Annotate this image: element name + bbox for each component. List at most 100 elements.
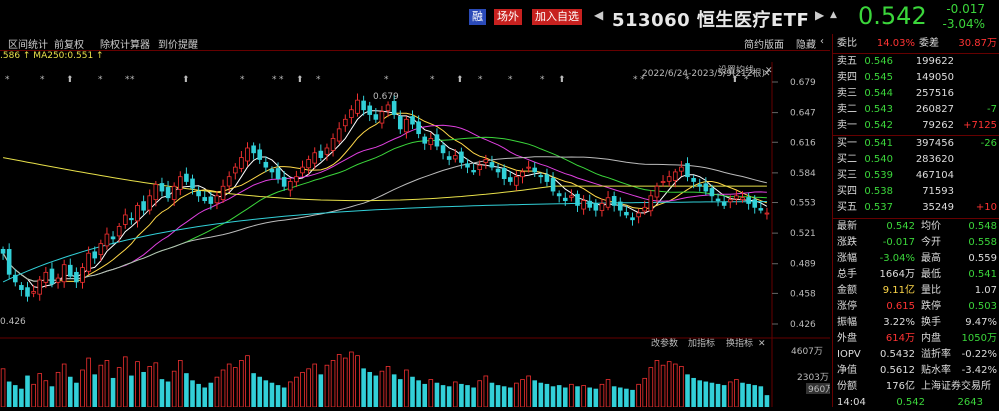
volume-bar <box>6 381 12 408</box>
volume-bar <box>617 387 623 408</box>
vol-close-icon[interactable]: ✕ <box>758 339 766 349</box>
candle-body <box>196 190 201 197</box>
stat-row[interactable]: IOPV 0.5432 溢折率 -0.22% <box>833 348 999 362</box>
cell: 外盘 <box>837 333 857 344</box>
candle-body <box>746 197 751 204</box>
event-marker: ⬆ <box>182 75 190 85</box>
margin-badge[interactable]: 融 <box>469 9 486 25</box>
candle-body <box>636 212 641 218</box>
stat-row[interactable]: 最新 0.542 均价 0.548 <box>833 220 999 234</box>
cell: -3.42% <box>961 365 997 376</box>
cell: 涨幅 <box>837 253 857 264</box>
cell: 卖二 <box>837 104 857 115</box>
candlesticks <box>0 93 770 302</box>
simple-layout-button[interactable]: 简约版面 <box>744 40 784 51</box>
cell: 净值 <box>837 365 857 376</box>
stat-row[interactable]: 振幅 3.22% 换手 9.47% <box>833 316 999 330</box>
current-price: 0.542 <box>858 2 927 30</box>
price-tick-label: 0.521 <box>790 229 816 239</box>
volume-bar <box>257 376 263 408</box>
candle-body <box>31 291 36 294</box>
price-tick-label: 0.553 <box>790 199 816 209</box>
candle-body <box>611 196 617 206</box>
cell: 最高 <box>921 253 941 264</box>
ma-settings-button[interactable]: 设置均线 <box>718 64 754 76</box>
candle-body <box>446 156 452 160</box>
add-watchlist-button[interactable]: 加入自选 <box>532 9 582 25</box>
cell: 均价 <box>921 221 941 232</box>
volume-bar <box>703 381 709 408</box>
kline-chart[interactable]: * * ⬆ * * * ⬆ * * * ⬆ * * * ⬆ * * * ⬆ * * * ⬆ * 设置均线 ✕ 2022/6/2… <box>0 62 834 408</box>
otc-badge[interactable]: 场外 <box>494 9 522 25</box>
volume-bar <box>104 360 110 408</box>
candle-body <box>562 197 568 202</box>
date-range-close-icon[interactable]: ✕ <box>763 69 771 79</box>
settings-close-icon[interactable]: ✕ <box>765 66 773 76</box>
volume-bar <box>232 367 238 408</box>
candle-body <box>367 105 373 115</box>
candle-body <box>67 264 73 277</box>
ma-line <box>2 112 768 282</box>
ask-row[interactable]: 卖二 0.543 260827 -7 <box>833 103 999 117</box>
candle-body <box>74 271 79 283</box>
ask-row[interactable]: 卖一 0.542 79262 +7125 <box>833 119 999 133</box>
candle-body <box>208 196 214 204</box>
volume-bar <box>721 385 727 408</box>
bid-row[interactable]: 买五 0.537 35249 +10 <box>833 201 999 215</box>
cell: 199622 <box>915 56 954 67</box>
bid-row[interactable]: 买四 0.538 71593 <box>833 185 999 199</box>
bid-row[interactable]: 买二 0.540 283620 <box>833 153 999 167</box>
stat-row[interactable]: 涨幅 -3.04% 最高 0.559 <box>833 252 999 266</box>
hide-button[interactable]: 隐藏 <box>796 40 816 51</box>
prev-stock-icon[interactable]: ◀ <box>594 8 604 22</box>
vol-tab-params[interactable]: 改参数 <box>651 337 678 349</box>
volume-bar <box>734 379 739 408</box>
event-marker: ⬆ <box>456 75 464 85</box>
volume-bar <box>648 367 654 408</box>
stat-row[interactable]: 金额 9.11亿 量比 1.07 <box>833 284 999 298</box>
volume-bar <box>135 361 140 408</box>
next-stock-icon[interactable]: ▶ <box>815 8 825 22</box>
stat-row[interactable]: 份额 176亿 上海证券交易所 <box>833 380 999 394</box>
ask-row[interactable]: 卖四 0.545 149050 <box>833 71 999 85</box>
price-alert-button[interactable]: 到价提醒 <box>158 40 198 51</box>
volume-bar <box>177 360 183 408</box>
cell: 贴水率 <box>921 365 951 376</box>
price-tick-label: 0.426 <box>790 320 816 330</box>
volume-bar <box>691 377 696 408</box>
candle-body <box>287 181 293 191</box>
bid-row[interactable]: 买一 0.541 397456 -26 <box>833 137 999 151</box>
candle-body <box>239 157 244 169</box>
interval-stats-button[interactable]: 区间统计 <box>8 40 48 51</box>
stat-row[interactable]: 涨跌 -0.017 今开 0.558 <box>833 236 999 250</box>
stat-row[interactable]: 总手 1664万 最低 0.541 <box>833 268 999 282</box>
webi-row[interactable]: 委比 14.03% 委差 30.87万 <box>833 37 999 51</box>
volume-bar <box>532 380 538 408</box>
ask-row[interactable]: 卖五 0.546 199622 <box>833 55 999 69</box>
ex-rights-calc-button[interactable]: 除权计算器 <box>100 40 150 51</box>
forward-adjust-button[interactable]: 前复权 <box>54 40 84 51</box>
candle-body <box>477 164 483 170</box>
stat-row[interactable]: 外盘 614万 内盘 1050万 <box>833 332 999 346</box>
stat-row[interactable]: 涨停 0.615 跌停 0.503 <box>833 300 999 314</box>
candle-body <box>764 212 770 215</box>
cell: 79262 <box>922 120 954 131</box>
stat-row[interactable]: 净值 0.5612 贴水率 -3.42% <box>833 364 999 378</box>
cell: 71593 <box>922 186 954 197</box>
volume-bar <box>501 386 507 408</box>
expand-icon[interactable]: ‹ <box>820 36 824 47</box>
ask-row[interactable]: 卖三 0.544 257516 <box>833 87 999 101</box>
vol-tab-switch[interactable]: 换指标 <box>726 337 753 349</box>
tick-row[interactable]: 14:04 0.542 2643 <box>833 396 999 410</box>
volume-bar <box>190 380 195 408</box>
bid-row[interactable]: 买三 0.539 467104 <box>833 169 999 183</box>
vol-tab-add[interactable]: 加指标 <box>688 337 715 349</box>
stock-title: 513060 恒生医疗ETF <box>612 10 810 31</box>
volume-bar <box>98 364 104 408</box>
volume-bar <box>575 386 580 408</box>
volume-bar <box>220 369 226 408</box>
event-marker: * <box>5 75 10 85</box>
event-marker: ⬆ <box>731 75 739 85</box>
collapse-icon[interactable]: ▲ <box>830 10 837 20</box>
cell: 内盘 <box>921 333 941 344</box>
